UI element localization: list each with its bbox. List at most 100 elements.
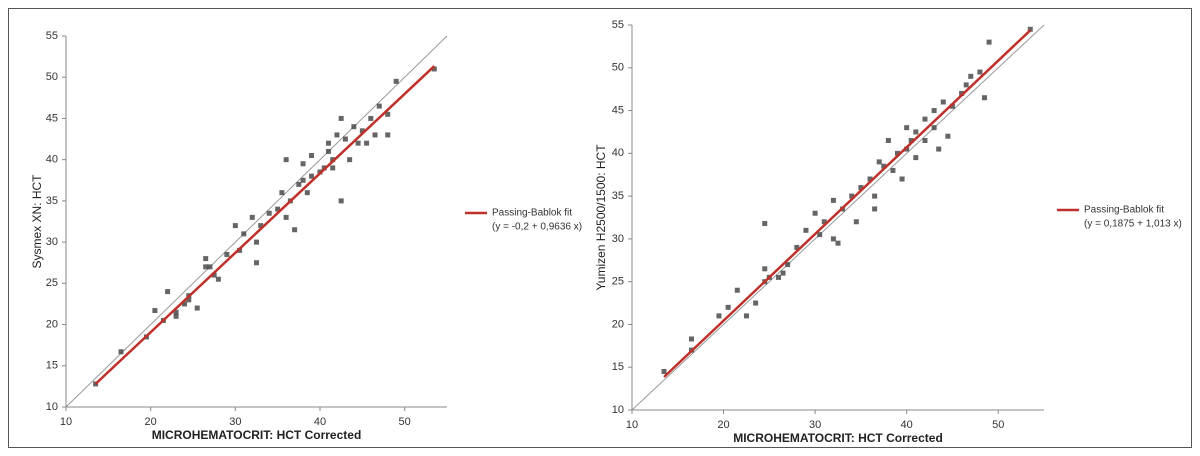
data-point bbox=[296, 181, 302, 187]
data-point bbox=[385, 111, 391, 117]
data-point bbox=[959, 90, 965, 96]
data-point bbox=[821, 219, 827, 225]
data-point bbox=[364, 140, 370, 146]
y-tick-label: 20 bbox=[612, 318, 624, 330]
data-point bbox=[716, 313, 722, 319]
data-point bbox=[762, 266, 768, 272]
y-tick-label: 50 bbox=[612, 62, 624, 74]
data-point bbox=[93, 381, 99, 387]
y-tick-label: 40 bbox=[46, 154, 58, 166]
data-point bbox=[203, 256, 209, 262]
data-point bbox=[254, 260, 259, 266]
y-tick-label: 15 bbox=[612, 361, 624, 373]
data-point bbox=[977, 69, 983, 75]
identity-line bbox=[631, 24, 1045, 411]
y-tick-label: 45 bbox=[46, 112, 58, 124]
data-point bbox=[725, 304, 731, 310]
data-point bbox=[812, 210, 818, 216]
data-point bbox=[780, 270, 786, 276]
data-point bbox=[279, 190, 285, 196]
data-point bbox=[872, 193, 878, 199]
y-tick-label: 55 bbox=[612, 19, 624, 31]
data-point bbox=[775, 274, 781, 280]
data-point bbox=[203, 264, 209, 270]
data-point bbox=[890, 167, 896, 173]
fit-line bbox=[663, 29, 1032, 378]
y-tick-label: 10 bbox=[46, 401, 58, 413]
data-point bbox=[940, 99, 946, 105]
y-tick-label: 35 bbox=[46, 195, 58, 207]
data-point bbox=[913, 129, 919, 135]
data-point bbox=[853, 219, 859, 225]
data-point bbox=[224, 251, 230, 257]
y-tick-label: 30 bbox=[46, 236, 58, 248]
data-point bbox=[431, 66, 437, 72]
data-point bbox=[283, 157, 289, 163]
data-point bbox=[981, 95, 987, 101]
data-point bbox=[342, 136, 348, 142]
data-point bbox=[215, 276, 221, 282]
data-point bbox=[393, 78, 399, 84]
data-point bbox=[173, 309, 179, 315]
y-tick-label: 30 bbox=[612, 233, 624, 245]
x-tick-label: 40 bbox=[314, 416, 326, 428]
data-point bbox=[283, 214, 289, 220]
data-point bbox=[885, 138, 891, 143]
data-point bbox=[330, 157, 336, 163]
data-point bbox=[872, 206, 878, 212]
data-point bbox=[355, 140, 361, 146]
y-axis-title: Sysmex XN: HCT bbox=[30, 174, 44, 269]
data-point bbox=[913, 155, 919, 161]
y-tick-label: 50 bbox=[46, 71, 58, 83]
x-tick-label: 10 bbox=[60, 416, 72, 428]
data-point bbox=[232, 223, 238, 229]
legend-equation: (y = 0,1875 + 1,013 x) bbox=[1084, 219, 1182, 230]
data-point bbox=[309, 153, 315, 159]
x-tick-label: 50 bbox=[992, 419, 1004, 431]
data-point bbox=[347, 157, 353, 163]
data-point bbox=[986, 39, 992, 45]
data-point bbox=[949, 103, 955, 109]
y-tick-label: 35 bbox=[612, 190, 624, 202]
identity-line bbox=[65, 35, 448, 408]
data-point bbox=[194, 305, 200, 311]
y-tick-label: 55 bbox=[46, 30, 58, 42]
x-tick-label: 10 bbox=[626, 419, 638, 431]
data-point bbox=[931, 108, 937, 114]
fit-line bbox=[94, 65, 436, 385]
data-point bbox=[794, 244, 800, 250]
legend-label: Passing-Bablok fit bbox=[492, 208, 572, 219]
data-point bbox=[258, 223, 264, 229]
data-point bbox=[661, 369, 667, 374]
data-point bbox=[351, 124, 357, 130]
data-point bbox=[830, 236, 836, 242]
data-point bbox=[182, 301, 188, 307]
data-point bbox=[895, 150, 901, 156]
data-point bbox=[372, 132, 378, 138]
data-point bbox=[876, 159, 882, 165]
data-point bbox=[338, 115, 344, 121]
data-point bbox=[376, 103, 382, 109]
x-axis-title: MICROHEMATOCRIT: HCT Corrected bbox=[733, 431, 943, 445]
data-point bbox=[1027, 26, 1033, 32]
data-point bbox=[118, 349, 124, 355]
data-point bbox=[368, 115, 374, 121]
x-tick-label: 30 bbox=[809, 419, 821, 431]
data-point bbox=[922, 116, 928, 122]
data-point bbox=[849, 193, 855, 199]
y-axis-title: Yumizen H2500/1500: HCT bbox=[594, 144, 608, 291]
data-point bbox=[858, 185, 864, 191]
data-point bbox=[330, 165, 336, 171]
legend-equation: (y = -0,2 + 0,9636 x) bbox=[492, 222, 582, 233]
data-point bbox=[922, 138, 928, 143]
data-point bbox=[963, 82, 969, 88]
x-tick-label: 40 bbox=[901, 419, 913, 431]
data-point bbox=[309, 173, 315, 179]
y-tick-label: 15 bbox=[46, 360, 58, 372]
data-point bbox=[908, 138, 914, 143]
data-point bbox=[300, 177, 306, 183]
data-point bbox=[152, 308, 158, 314]
data-point bbox=[186, 297, 192, 303]
data-point bbox=[830, 197, 836, 203]
